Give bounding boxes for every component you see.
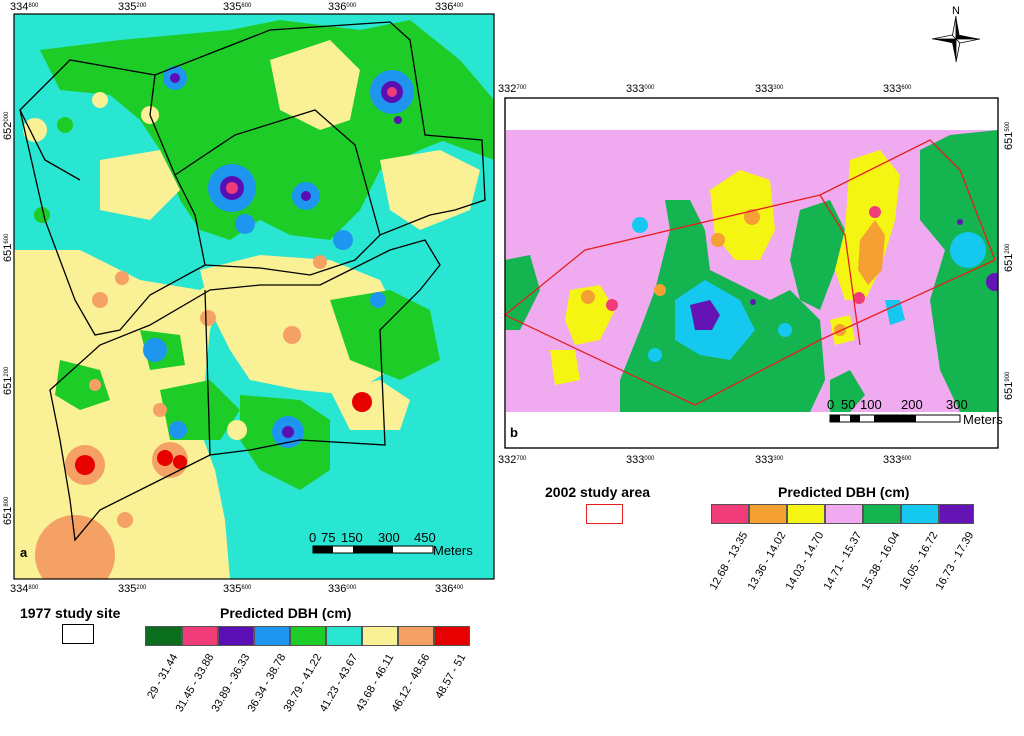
map-b-scale-tick: 300 xyxy=(946,397,968,412)
legend-1977-swatch xyxy=(434,626,470,646)
legend-2002-dbh-title: Predicted DBH (cm) xyxy=(778,484,910,500)
map-a-panel-label: a xyxy=(20,545,28,560)
map-a-scale-tick: 75 xyxy=(321,530,335,545)
legend-2002-area-title: 2002 study area xyxy=(545,484,651,500)
map-a-left-ticks: 652000 651600 651200 651800 xyxy=(2,111,14,525)
map-a-bottom-tick: 336400 xyxy=(435,583,464,595)
map-a-top-tick: 335600 xyxy=(223,1,252,13)
map-b-right-tick: 651900 xyxy=(1003,371,1015,400)
legend-2002-swatch xyxy=(901,504,939,524)
map-a-scale-bar: 0 75 150 300 450 Meters xyxy=(309,530,473,558)
map-b-scale-tick: 100 xyxy=(860,397,882,412)
map-a-top-tick: 334800 xyxy=(10,1,39,13)
map-b-bottom-ticks: 332700 333000 333300 333600 xyxy=(498,454,912,466)
legend-2002-swatch xyxy=(825,504,863,524)
map-a-left-tick: 651800 xyxy=(2,496,14,525)
map-b-right-tick: 651500 xyxy=(1003,121,1015,150)
map-a-scale-tick: 150 xyxy=(341,530,363,545)
map-a-bottom-tick: 335600 xyxy=(223,583,252,595)
map-a-bottom-ticks: 334800 335200 335600 336000 336400 xyxy=(10,583,464,595)
map-b-bottom-tick: 333000 xyxy=(626,454,655,466)
map-b-top-ticks: 332700 333000 333300 333600 xyxy=(498,83,912,95)
map-a-left-tick: 651200 xyxy=(2,366,14,395)
map-a-scale-tick: 450 xyxy=(414,530,436,545)
study-area-2002-outline xyxy=(503,139,996,406)
legend-2002-swatch xyxy=(749,504,787,524)
map-b-right-ticks: 651500 651200 651900 xyxy=(1003,121,1015,400)
map-a-top-tick: 335200 xyxy=(118,1,147,13)
map-b-scale-tick: 0 xyxy=(827,397,834,412)
map-b-scale-tick: 200 xyxy=(901,397,923,412)
map-b-panel-label: b xyxy=(510,425,518,440)
map-b-scale-unit: Meters xyxy=(963,412,1003,427)
legend-2002-swatch xyxy=(939,504,974,524)
legend-1977-swatch xyxy=(182,626,218,646)
map-a-bottom-tick: 335200 xyxy=(118,583,147,595)
map-b-bottom-tick: 332700 xyxy=(498,454,527,466)
legend-1977-dbh-title: Predicted DBH (cm) xyxy=(220,605,352,621)
map-a-frame xyxy=(13,13,495,580)
map-b-bottom-tick: 333300 xyxy=(755,454,784,466)
north-arrow: N xyxy=(931,5,981,63)
legend-1977-swatch xyxy=(326,626,362,646)
map-a-left-tick: 652000 xyxy=(2,111,14,140)
legend-2002-swatch xyxy=(863,504,901,524)
legend-1977-swatch xyxy=(218,626,254,646)
map-b-top-tick: 333300 xyxy=(755,83,784,95)
legend-1977-site-swatch xyxy=(62,624,94,644)
map-a-raster xyxy=(14,14,494,579)
legend-2002-swatch xyxy=(711,504,749,524)
legend-1977-site-title: 1977 study site xyxy=(20,605,121,621)
legend-2002-swatch xyxy=(787,504,825,524)
map-a-scale-unit: Meters xyxy=(433,543,473,558)
map-b-top-tick: 333000 xyxy=(626,83,655,95)
legend-1977-swatch xyxy=(254,626,290,646)
map-a-top-ticks: 334800 335200 335600 336000 336400 xyxy=(10,1,464,13)
compass-icon xyxy=(931,15,981,63)
north-arrow-label: N xyxy=(952,5,960,17)
legend-2002-area-swatch xyxy=(586,504,623,524)
map-b: b 332700 333000 333300 333600 332700 333… xyxy=(498,83,1015,466)
map-a-top-tick: 336000 xyxy=(328,1,357,13)
map-b-raster xyxy=(505,130,998,412)
legend-1977-swatch xyxy=(362,626,398,646)
map-b-scale-bar: 0 50 100 200 300 Meters xyxy=(827,397,1003,427)
study-site-1977-outline xyxy=(19,21,486,542)
legend-1977-swatch xyxy=(398,626,434,646)
map-a: a 334800 335200 335600 336000 336400 334… xyxy=(2,1,495,595)
map-a-scale-tick: 0 xyxy=(309,530,316,545)
map-b-bottom-tick: 333600 xyxy=(883,454,912,466)
legend-1977-swatch xyxy=(290,626,326,646)
map-b-top-tick: 332700 xyxy=(498,83,527,95)
map-a-left-tick: 651600 xyxy=(2,233,14,262)
map-b-right-tick: 651200 xyxy=(1003,243,1015,272)
legend-1977-swatch xyxy=(145,626,182,646)
map-a-bottom-tick: 336000 xyxy=(328,583,357,595)
map-b-top-tick: 333600 xyxy=(883,83,912,95)
map-a-top-tick: 336400 xyxy=(435,1,464,13)
map-a-bottom-tick: 334800 xyxy=(10,583,39,595)
map-b-scale-tick: 50 xyxy=(841,397,855,412)
map-a-scale-tick: 300 xyxy=(378,530,400,545)
